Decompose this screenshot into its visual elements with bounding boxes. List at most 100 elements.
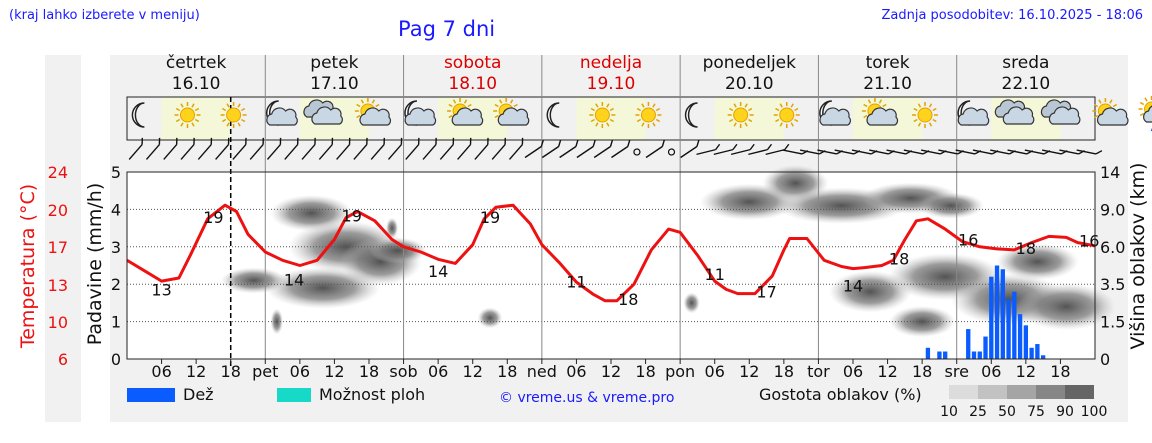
wind-feather bbox=[348, 137, 351, 145]
x-tick-label: 18 bbox=[912, 362, 932, 381]
cloud-shape bbox=[451, 107, 484, 126]
day-date: 17.10 bbox=[310, 74, 359, 94]
wind-barb bbox=[422, 137, 437, 160]
x-tick-label: 06 bbox=[981, 362, 1001, 381]
x-tick-label: 12 bbox=[186, 362, 206, 381]
rain-bar bbox=[943, 351, 948, 359]
cloud-icon bbox=[994, 99, 1035, 125]
wind-barb bbox=[197, 137, 213, 160]
temperature-label: 11 bbox=[705, 265, 725, 284]
wind-barb bbox=[524, 139, 544, 159]
temperature-label: 19 bbox=[480, 208, 500, 227]
wind-staff bbox=[1024, 149, 1045, 155]
sun-ray bbox=[1139, 112, 1145, 117]
cloud-shape bbox=[266, 107, 298, 126]
wind-barb bbox=[439, 137, 455, 160]
wind-feather bbox=[452, 137, 455, 145]
sun-ray bbox=[863, 114, 868, 119]
x-tick-label: 06 bbox=[290, 362, 310, 381]
moon-cloud-icon bbox=[404, 100, 437, 126]
sun-ray bbox=[641, 122, 645, 127]
cloud-density-tick: 100 bbox=[1081, 404, 1108, 420]
cloud-density-tick: 50 bbox=[998, 404, 1016, 420]
sun-ray bbox=[180, 103, 184, 108]
temperature-label: 11 bbox=[566, 272, 586, 291]
sun-ray bbox=[356, 103, 361, 108]
sun-ray bbox=[1093, 114, 1098, 119]
rain-bar bbox=[1035, 344, 1040, 359]
rain-bar bbox=[977, 351, 982, 359]
showers-legend-swatch bbox=[277, 388, 311, 402]
wind-staff bbox=[266, 144, 281, 160]
cloud-height-tick: 1.5 bbox=[1100, 313, 1125, 332]
wind-feather bbox=[609, 139, 614, 147]
wind-staff bbox=[301, 144, 316, 160]
sun-ray bbox=[636, 107, 642, 112]
cloud-shape bbox=[404, 107, 437, 126]
sun-cloud-icon bbox=[861, 98, 899, 126]
sun-ray bbox=[863, 103, 868, 108]
wind-feather bbox=[592, 139, 596, 147]
sun-ray bbox=[641, 103, 645, 108]
wind-barb bbox=[1076, 149, 1103, 155]
sun-ray bbox=[1093, 103, 1098, 108]
wind-staff bbox=[491, 144, 506, 160]
wind-barb bbox=[611, 139, 631, 159]
wind-staff bbox=[1076, 149, 1097, 155]
x-tick-label: 18 bbox=[635, 362, 655, 381]
cloud-height-axis-label: Višina oblakov (km) bbox=[1127, 163, 1149, 350]
rain-bar bbox=[983, 336, 988, 359]
wind-staff bbox=[645, 145, 663, 159]
day-date: 20.10 bbox=[725, 74, 774, 94]
wind-barb bbox=[180, 137, 195, 160]
rain-bar bbox=[1040, 355, 1046, 359]
day-name: petek bbox=[310, 53, 358, 73]
wind-barb bbox=[696, 143, 721, 156]
cloud-shape bbox=[866, 107, 899, 126]
sun-ray bbox=[191, 122, 195, 127]
cloud-density-legend-label: Gostota oblakov (%) bbox=[759, 385, 922, 404]
wind-feather bbox=[366, 137, 368, 145]
wind-staff bbox=[405, 144, 420, 160]
wind-feather bbox=[540, 139, 544, 147]
wind-feather bbox=[487, 137, 489, 145]
sun-disc bbox=[733, 107, 749, 123]
cloud-density-blob bbox=[477, 307, 503, 329]
precip-tick: 1 bbox=[111, 313, 121, 332]
sun-ray bbox=[913, 118, 918, 123]
temperature-label: 16 bbox=[958, 231, 978, 250]
wind-barb bbox=[680, 139, 700, 159]
x-tick-label: pet bbox=[252, 362, 278, 381]
x-tick-label: 12 bbox=[324, 362, 344, 381]
wind-staff bbox=[284, 144, 299, 160]
x-tick-label: ned bbox=[527, 362, 557, 381]
precip-tick: 0 bbox=[111, 350, 121, 369]
cloud-shape bbox=[1096, 107, 1129, 126]
wind-staff bbox=[1041, 149, 1062, 155]
wind-staff bbox=[611, 145, 629, 159]
x-tick-label: 06 bbox=[151, 362, 171, 381]
x-tick-label: 12 bbox=[601, 362, 621, 381]
x-tick-label: pon bbox=[665, 362, 695, 381]
wind-feather bbox=[627, 139, 631, 147]
wind-staff bbox=[990, 149, 1010, 155]
wind-staff bbox=[713, 148, 734, 156]
wind-staff bbox=[163, 144, 178, 160]
wind-staff bbox=[249, 144, 264, 160]
cloud-density-blob bbox=[265, 267, 381, 309]
rain-bar bbox=[937, 351, 942, 359]
cloud-shape bbox=[1002, 106, 1035, 125]
sun-ray bbox=[494, 114, 499, 119]
sun-ray bbox=[356, 114, 361, 119]
sun-ray bbox=[636, 118, 642, 123]
cloud-density-swatch bbox=[1007, 385, 1036, 399]
wind-staff bbox=[457, 144, 472, 160]
sun-icon bbox=[727, 102, 754, 128]
wind-staff bbox=[593, 145, 611, 159]
wind-staff bbox=[232, 144, 247, 160]
wind-staff bbox=[972, 149, 993, 155]
sun-ray bbox=[1144, 97, 1148, 102]
sun-ray bbox=[237, 122, 241, 127]
wind-feather bbox=[715, 143, 721, 151]
x-tick-label: 06 bbox=[705, 362, 725, 381]
